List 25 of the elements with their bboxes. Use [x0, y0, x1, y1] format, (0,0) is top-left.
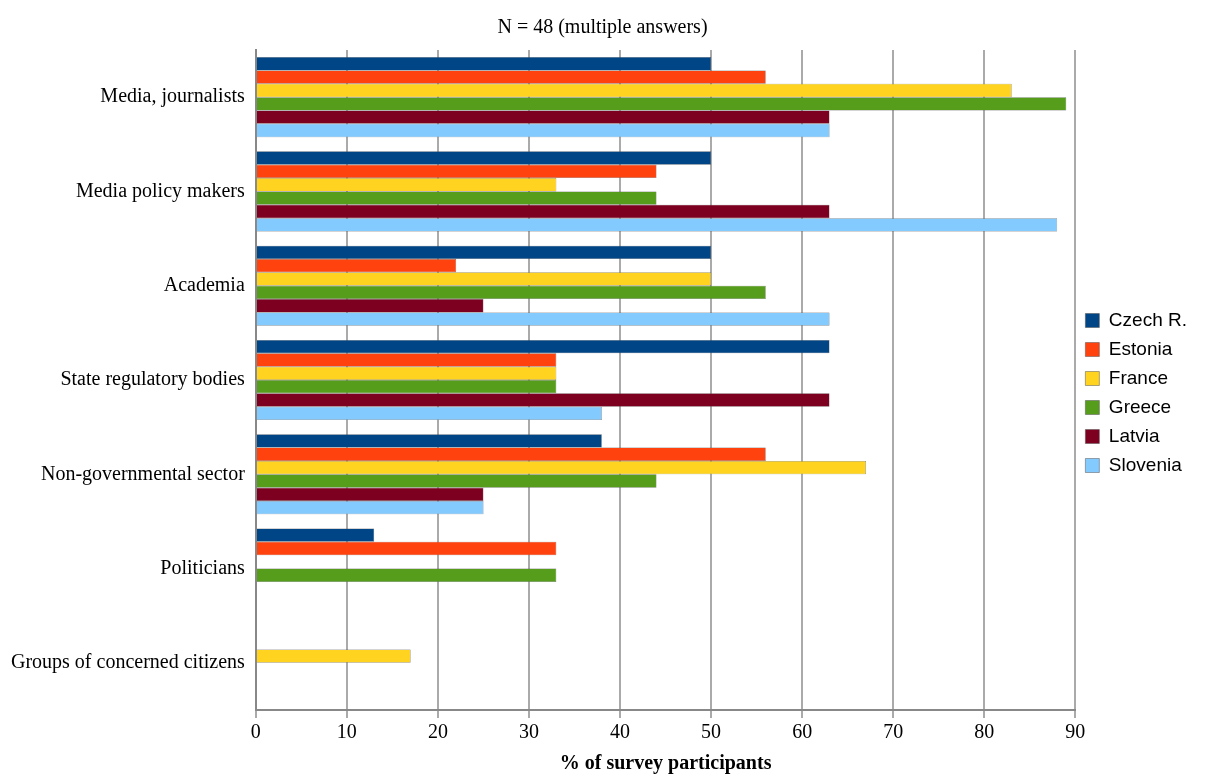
legend-label: Czech R. [1108, 308, 1188, 330]
y-tick-label: State regulatory bodies [60, 367, 245, 391]
legend-label: Slovenia [1108, 453, 1183, 475]
x-tick-label: 90 [1065, 720, 1086, 743]
x-tick-label: 70 [883, 720, 904, 743]
chart-title: N = 48 (multiple answers) [497, 15, 708, 39]
legend-label: Estonia [1108, 337, 1173, 359]
y-tick-label: Academia [163, 272, 245, 295]
legend-label: Latvia [1108, 424, 1160, 446]
x-tick-label: 30 [518, 720, 539, 743]
y-tick-label: Groups of concerned citizens [10, 650, 245, 674]
x-tick-label: 40 [610, 720, 631, 743]
x-tick-label: 10 [336, 720, 357, 743]
x-tick-label: 50 [701, 720, 722, 743]
x-tick-label: 80 [974, 720, 995, 743]
y-tick-label: Media, journalists [100, 84, 245, 108]
x-tick-label: 0 [250, 720, 261, 743]
legend-label: Greece [1108, 395, 1172, 417]
y-tick-label: Media policy makers [75, 178, 246, 202]
y-tick-label: Non-governmental sector [40, 461, 246, 485]
legend-label: France [1108, 366, 1169, 388]
x-axis-title: % of survey participants [559, 751, 772, 775]
x-tick-label: 60 [792, 720, 813, 743]
y-tick-label: Politicians [160, 555, 246, 578]
x-tick-label: 20 [427, 720, 448, 743]
